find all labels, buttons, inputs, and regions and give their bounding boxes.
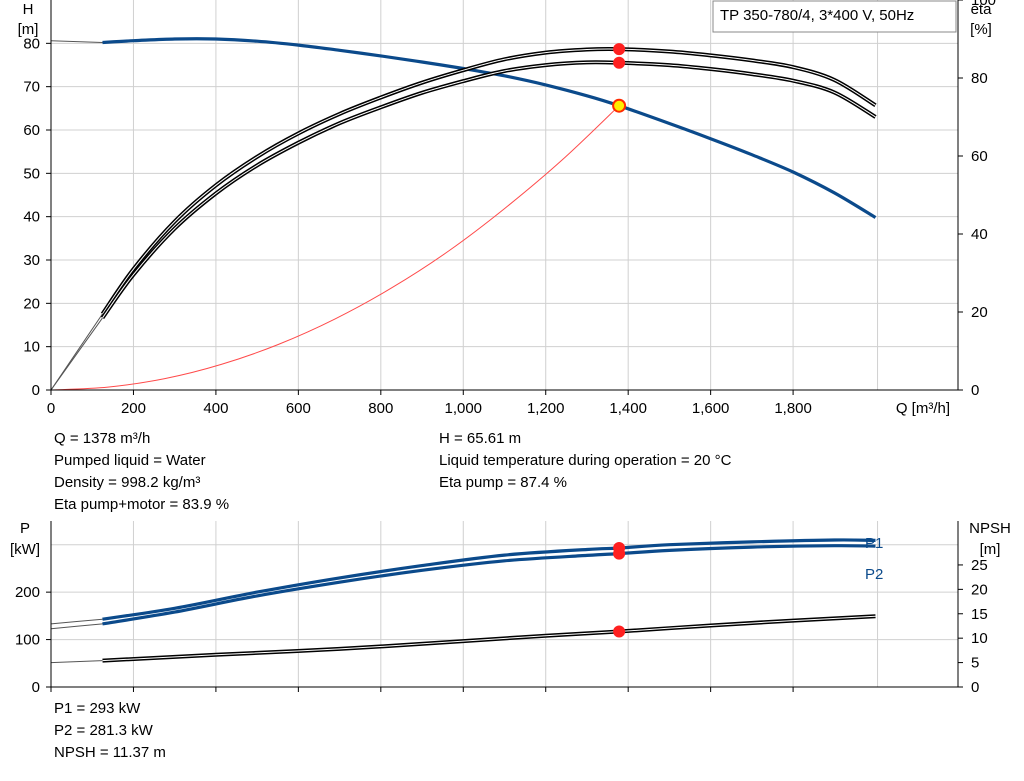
- right-tick-label: 80: [971, 70, 988, 87]
- q-axis-title: Q [m³/h]: [896, 400, 950, 417]
- p2_pt-marker: [613, 547, 626, 560]
- right-tick-label: 100: [971, 0, 996, 9]
- info-p2: P2 = 281.3 kW: [54, 722, 153, 739]
- left-tick-label: 70: [23, 79, 40, 96]
- x-tick-label: 1,000: [444, 400, 482, 417]
- duty-marker: [612, 98, 627, 113]
- eta-axis-title: eta: [971, 1, 993, 18]
- right-tick-label: 60: [971, 148, 988, 165]
- x-tick-label: 200: [121, 400, 146, 417]
- x-tick-label: 400: [203, 400, 228, 417]
- eta-axis-unit: [%]: [970, 21, 992, 38]
- right-tick-label: 10: [971, 630, 988, 647]
- eta_total_pt-marker: [613, 56, 626, 69]
- bottom-points: [613, 542, 626, 638]
- x-tick-label: 1,800: [774, 400, 812, 417]
- right-tick-label: 25: [971, 557, 988, 574]
- head-line: [102, 37, 877, 219]
- npsh-axis-unit: [m]: [980, 541, 1001, 558]
- system_curve-line: [50, 105, 620, 391]
- left-tick-label: 40: [23, 209, 40, 226]
- eta_total-line-core: [102, 61, 876, 319]
- info-eta-pump: Eta pump = 87.4 %: [439, 474, 567, 491]
- left-tick-label: 100: [15, 632, 40, 649]
- left-tick-label: 30: [23, 252, 40, 269]
- x-tick-label: 1,400: [609, 400, 647, 417]
- right-tick-label: 0: [971, 679, 979, 696]
- right-tick-label: 40: [971, 226, 988, 243]
- duty-point-info-left: Q = 1378 m³/h Pumped liquid = Water Dens…: [54, 428, 229, 516]
- h-axis-title: H: [23, 1, 34, 18]
- info-liquid-temperature: Liquid temperature during operation = 20…: [439, 452, 732, 469]
- legend-box: TP 350-780/4, 3*400 V, 50Hz: [712, 0, 957, 33]
- p2-series-label: P2: [865, 566, 883, 583]
- x-tick-label: 0: [47, 400, 55, 417]
- right-tick-label: 0: [971, 382, 979, 399]
- bottom-curves: [50, 538, 876, 664]
- left-tick-label: 20: [23, 295, 40, 312]
- npsh-extension: [50, 660, 103, 664]
- x-tick-label: 1,600: [692, 400, 730, 417]
- bottom-ticks: 0 100 200 0 5 10 15 20 25: [15, 557, 988, 696]
- info-p1: P1 = 293 kW: [54, 700, 141, 717]
- eta_total-extension: [50, 317, 103, 391]
- pump-model-label: TP 350-780/4, 3*400 V, 50Hz: [720, 7, 914, 24]
- top-curves: [50, 37, 877, 391]
- left-tick-label: 10: [23, 339, 40, 356]
- npsh-axis-title: NPSH: [969, 520, 1011, 537]
- power-npsh-chart: 0 100 200 0 5 10 15 20 25 P [kW] NPSH [m] P1 P2: [10, 520, 1011, 696]
- p-axis-title: P: [20, 520, 30, 537]
- info-eta-pump-motor: Eta pump+motor = 83.9 %: [54, 496, 230, 513]
- top-points: [612, 43, 627, 113]
- legend-frame: [712, 0, 957, 33]
- npsh-line-core: [102, 615, 876, 662]
- info-density: Density = 998.2 kg/m³: [54, 474, 201, 491]
- eta_pump-line-core: [102, 48, 876, 315]
- p-axis-unit: [kW]: [10, 541, 40, 558]
- top-grid: [51, 0, 958, 390]
- h-axis-unit: [m]: [18, 21, 39, 38]
- left-tick-label: 0: [32, 382, 40, 399]
- p1-extension: [50, 618, 103, 625]
- head-extension: [50, 40, 103, 43]
- right-tick-label: 15: [971, 606, 988, 623]
- right-tick-label: 5: [971, 655, 979, 672]
- eta_pump_pt-marker: [613, 43, 626, 56]
- info-flow: Q = 1378 m³/h: [54, 430, 151, 447]
- info-npsh: NPSH = 11.37 m: [54, 744, 166, 761]
- x-tick-label: 600: [286, 400, 311, 417]
- x-tick-label: 800: [368, 400, 393, 417]
- power-info: P1 = 293 kW P2 = 281.3 kW NPSH = 11.37 m: [54, 698, 166, 764]
- info-head: H = 65.61 m: [439, 430, 522, 447]
- info-pumped-liquid: Pumped liquid = Water: [54, 452, 206, 469]
- left-tick-label: 200: [15, 584, 40, 601]
- left-tick-label: 80: [23, 35, 40, 52]
- p2-line: [102, 544, 876, 626]
- left-tick-label: 0: [32, 679, 40, 696]
- duty-point-info-right: H = 65.61 m Liquid temperature during op…: [439, 428, 731, 494]
- right-tick-label: 20: [971, 581, 988, 598]
- p2-extension: [50, 623, 103, 630]
- right-tick-label: 20: [971, 304, 988, 321]
- left-tick-label: 60: [23, 122, 40, 139]
- left-tick-label: 50: [23, 165, 40, 182]
- npsh_pt-marker: [613, 625, 626, 638]
- x-tick-label: 1,200: [527, 400, 565, 417]
- p1-series-label: P1: [865, 535, 883, 552]
- p1-line: [102, 538, 876, 621]
